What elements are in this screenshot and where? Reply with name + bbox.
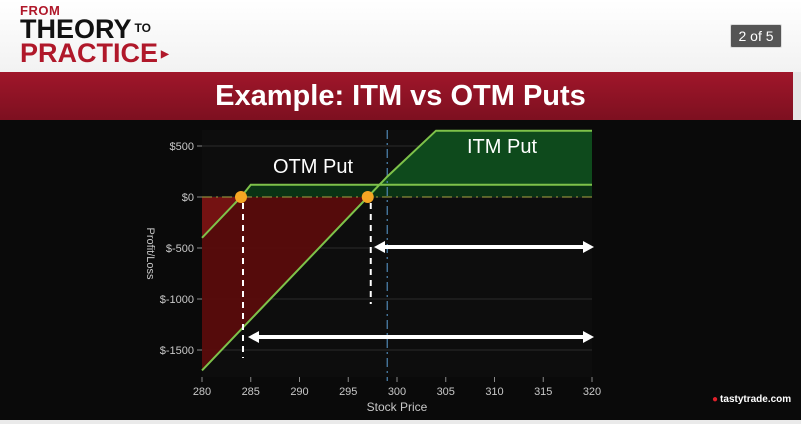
x-tick-label-2: 290 (290, 386, 308, 398)
x-tick-label-4: 300 (388, 386, 406, 398)
y-tick-label-1: $0 (182, 192, 194, 204)
otm-profit-range-arrow-right-head (583, 331, 594, 343)
slide-title-bar: Example: ITM vs OTM Puts (0, 72, 801, 120)
itm-put-label: ITM Put (467, 136, 537, 158)
chart-area: OTM Put ITM Put $500 $0 $-500 $-1000 $-1500 280… (0, 120, 801, 420)
page-indicator: 2 of 5 (730, 24, 782, 48)
itm-profit-area (367, 130, 592, 197)
from-theory-to-practice-logo: FROM THEORY TO PRACTICE ▶ (20, 2, 169, 67)
slide-title: Example: ITM vs OTM Puts (215, 80, 586, 112)
y-tick-label-3: $-1000 (160, 294, 194, 306)
otm-profit-area (241, 184, 592, 197)
logo-practice: PRACTICE ▶ (20, 38, 169, 68)
y-tick-label-4: $-1500 (160, 345, 194, 357)
itm-profit-range-arrow-right-head (583, 241, 594, 253)
logo-theory: THEORY TO (20, 14, 151, 44)
logo-from: FROM (20, 3, 61, 18)
logo-to: TO (134, 21, 151, 35)
otm-put-line (201, 183, 592, 239)
y-axis-label: Profit/Loss (144, 228, 156, 280)
breakeven-point-1 (361, 191, 374, 203)
play-arrow-icon: ▶ (161, 49, 169, 60)
x-tick-label-5: 305 (437, 386, 455, 398)
otm-profit-range-arrow-left-head (248, 331, 259, 343)
x-tick-label-1: 285 (242, 386, 260, 398)
x-tick-label-8: 320 (583, 386, 601, 398)
payoff-chart: OTM Put ITM Put $500 $0 $-500 $-1000 $-1500 280… (144, 129, 601, 414)
x-tick-label-3: 295 (339, 386, 357, 398)
otm-put-label: OTM Put (273, 156, 353, 178)
header-bar: FROM THEORY TO PRACTICE ▶ 2 of 5 (0, 0, 801, 72)
y-tick-label-0: $500 (170, 141, 194, 153)
y-tick-label-2: $-500 (166, 243, 194, 255)
x-tick-label-0: 280 (193, 386, 211, 398)
x-axis-label: Stock Price (367, 400, 428, 414)
itm-put-line (201, 129, 592, 372)
tastytrade-logo: ● tastytrade.com (712, 394, 792, 405)
cherry-icon: ● (712, 394, 719, 405)
x-tick-label-6: 310 (485, 386, 503, 398)
breakeven-point-0 (235, 191, 247, 203)
x-tick-label-7: 315 (534, 386, 552, 398)
itm-profit-range-arrow-left-head (374, 241, 385, 253)
